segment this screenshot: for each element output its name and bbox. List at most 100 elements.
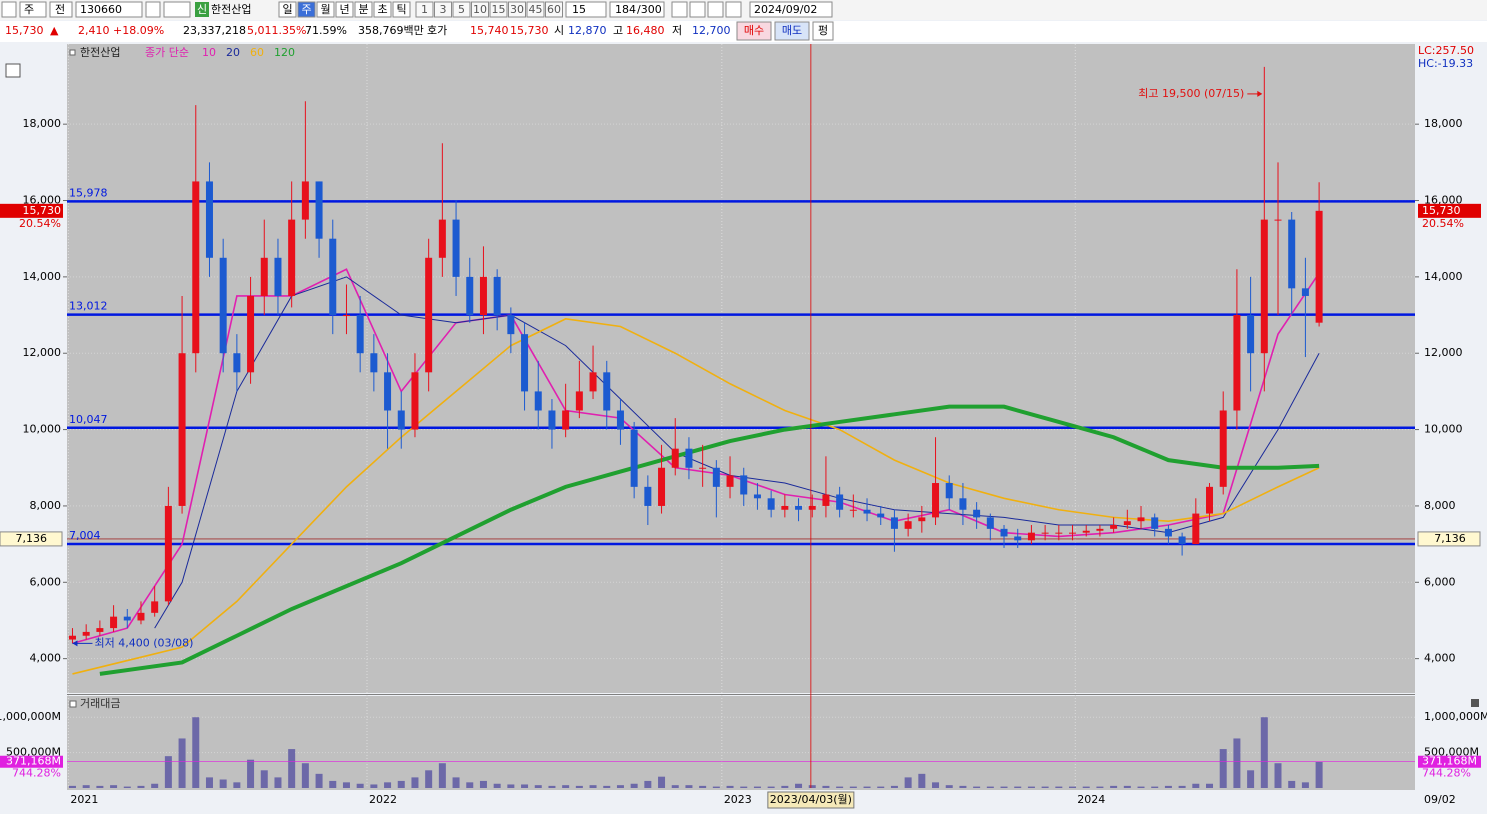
sell-label[interactable]: 매도 [782,24,802,37]
volume-bar [1096,786,1104,788]
interval-button[interactable] [526,1,545,18]
y-tick-label-right: 18,000 [1424,117,1463,130]
interval-label[interactable]: 5 [458,3,465,16]
candle-body [616,410,624,430]
period-button[interactable] [392,1,411,18]
period-button[interactable] [373,1,392,18]
buy-button[interactable] [736,21,772,41]
volume-tick-label: 500,000M [6,746,61,759]
period-label[interactable]: 주 [301,3,311,16]
volume-bar [178,738,186,788]
candle-body [521,334,529,392]
stock-code: 130660 [80,3,122,16]
candle-body [575,391,583,411]
volume-bar [397,780,405,788]
interval-label[interactable]: 15 [492,3,506,16]
candle-body [82,631,90,636]
interval-label[interactable]: 1 [421,3,428,16]
panel-icon[interactable] [5,63,21,78]
candle-body [301,181,309,220]
y-tick-label-right: 8,000 [1424,499,1456,512]
quote-volume-pct: 5,011.35% [247,24,306,37]
candle-body [959,498,967,510]
legend-icon [69,49,76,56]
interval-label[interactable]: 45 [529,3,543,16]
candle-body [1151,517,1159,529]
buy-label[interactable]: 매수 [744,24,764,37]
candle-body [945,483,953,499]
period-label[interactable]: 월 [320,3,330,16]
period-button[interactable] [316,1,335,18]
period-label[interactable]: 분 [358,3,368,16]
interval-label[interactable]: 60 [547,3,561,16]
candle-body [315,181,323,239]
interval-label[interactable]: 3 [440,3,447,16]
interval-input[interactable] [565,1,607,18]
quote-high-label: 고 [613,24,623,37]
volume-bar [630,783,638,788]
search-button[interactable] [145,1,161,18]
period-button[interactable] [297,1,316,18]
candle-body [973,509,981,518]
interval-button[interactable] [489,1,508,18]
candle-body [877,513,885,518]
y-tick-label: 14,000 [23,270,62,283]
interval-button[interactable] [434,1,452,18]
quote-high: 16,480 [626,24,665,37]
y-tick-label: 18,000 [23,117,62,130]
period-label[interactable]: 틱 [396,3,406,16]
interval-button[interactable] [471,1,489,18]
period-label[interactable]: 초 [377,3,387,16]
reference-box [0,531,63,547]
interval-label[interactable]: 10 [473,3,487,16]
date: 2024/09/02 [754,3,817,16]
candle-body [1219,410,1227,487]
candle-body [986,517,994,529]
avg-button[interactable] [812,21,834,41]
quote-amount: 358,769백만 [358,24,424,37]
current-price-ratio: 20.54% [19,217,61,230]
interval-button[interactable] [415,1,434,18]
interval-button[interactable] [545,1,563,18]
count-box[interactable] [609,1,665,18]
sell-button[interactable] [774,21,810,41]
icon-button[interactable] [1,1,17,18]
support-label: 10,047 [69,413,108,426]
candle-body [630,429,638,487]
period-label[interactable]: 년 [339,3,349,16]
tool-button[interactable] [689,1,706,18]
tool-button[interactable] [671,1,688,18]
mode: 전 [55,3,65,16]
interval-label[interactable]: 30 [510,3,524,16]
volume-bar [1164,785,1172,788]
candle-body [1178,536,1186,545]
candle-body [1192,513,1200,545]
period-label[interactable]: 일 [282,2,292,16]
candle-body [795,505,803,510]
candle-body [1069,532,1077,534]
candle-body [548,410,556,430]
period-button[interactable] [335,1,354,18]
mode-select[interactable] [49,1,73,18]
x-tick-label: 2023 [724,793,752,806]
candle-body [370,353,378,373]
period-button[interactable] [354,1,373,18]
volume-bar [1315,761,1323,788]
close-icon[interactable] [1471,699,1479,707]
y-tick-label-right: 16,000 [1424,194,1463,207]
avg-label[interactable]: 펑 [818,24,828,37]
market-select[interactable] [19,1,47,18]
last-date: 09/02 [1424,793,1456,806]
date-input[interactable] [749,1,833,18]
candle-body [151,601,159,613]
period-button[interactable] [278,1,297,18]
code-input[interactable] [75,1,143,18]
volume-bar [534,785,542,788]
tool-button[interactable] [707,1,724,18]
volume-bar [82,785,90,788]
interval-button[interactable] [452,1,471,18]
interval-button[interactable] [508,1,526,18]
sound-button[interactable] [163,1,191,18]
volume-current-label: 371,168M [6,755,61,768]
tool-button[interactable] [725,1,742,18]
